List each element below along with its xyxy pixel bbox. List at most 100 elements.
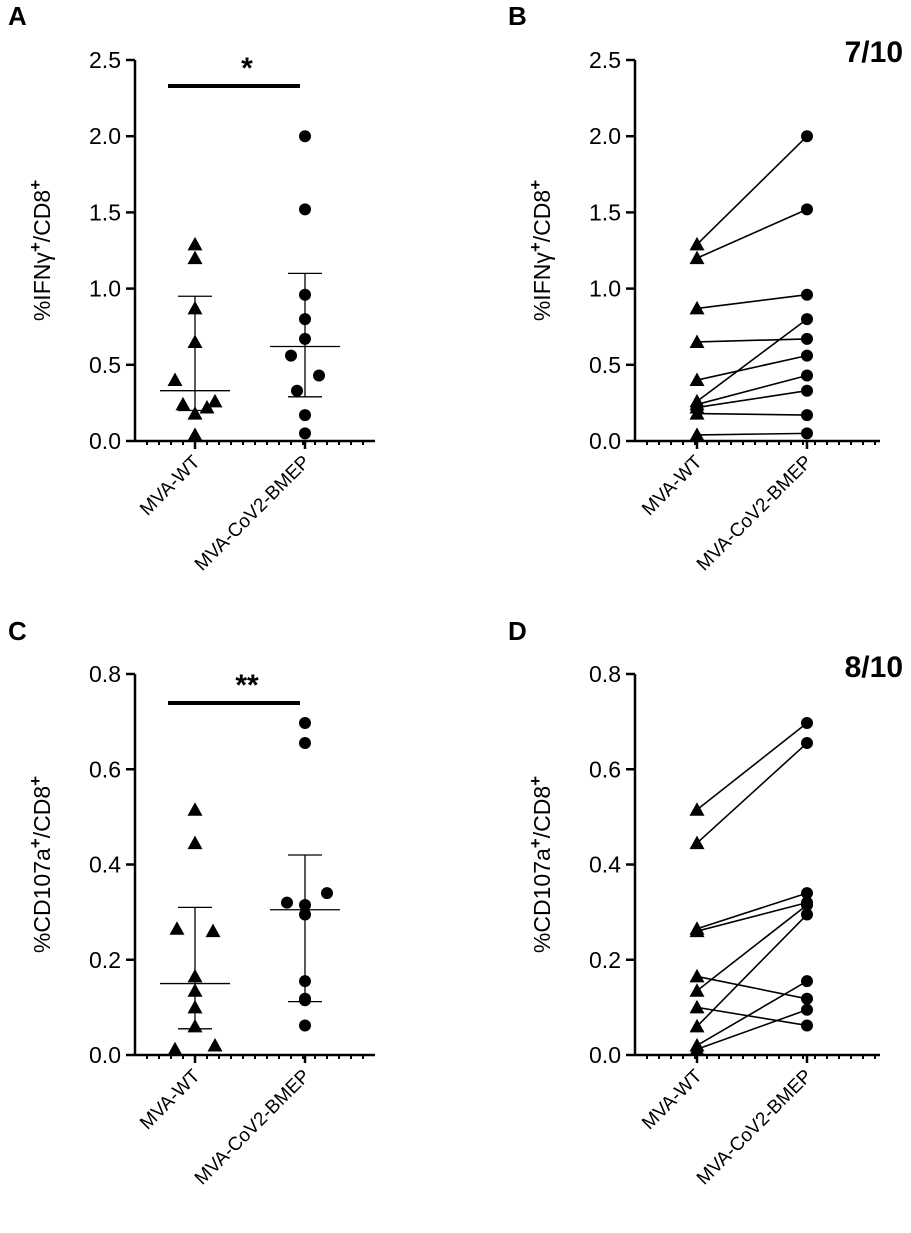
data-point-circle bbox=[291, 385, 303, 397]
data-point-triangle bbox=[188, 427, 203, 441]
significance-label: * bbox=[241, 52, 253, 85]
y-tick-label: 0.8 bbox=[89, 661, 121, 687]
data-point-circle bbox=[801, 409, 813, 421]
pair-line bbox=[697, 414, 807, 416]
panel-label: B bbox=[508, 1, 527, 31]
data-point-circle bbox=[801, 1019, 813, 1031]
responder-fraction: 8/10 bbox=[845, 651, 903, 684]
data-point-triangle bbox=[188, 983, 203, 997]
data-point-circle bbox=[299, 409, 311, 421]
data-point-triangle bbox=[188, 334, 203, 348]
panel-A: A 0.0 0.5 1.0 1.5 2.0 2.5 %IFNγ+/CD8+ MVA-WTMVA-… bbox=[8, 1, 375, 575]
panel-D: D 0.0 0.2 0.4 0.6 0.8 %CD107a+/CD8+ MVA-WTMVA-C… bbox=[508, 616, 903, 1189]
pair-line bbox=[697, 723, 807, 810]
pair-line bbox=[697, 339, 807, 342]
data-point-triangle bbox=[206, 924, 221, 938]
y-tick-label: 1.0 bbox=[589, 276, 621, 302]
y-tick-label: 0.0 bbox=[589, 428, 621, 454]
y-tick-label: 0.5 bbox=[89, 352, 121, 378]
data-point-circle bbox=[801, 333, 813, 345]
responder-fraction: 7/10 bbox=[845, 36, 903, 69]
x-tick-label: MVA-WT bbox=[136, 1065, 205, 1134]
y-axis-label: %IFNγ+/CD8+ bbox=[26, 180, 55, 321]
y-tick-label: 1.5 bbox=[589, 199, 621, 225]
data-point-triangle bbox=[690, 969, 705, 983]
data-point-triangle bbox=[188, 969, 203, 983]
data-point-circle bbox=[299, 203, 311, 215]
data-point-circle bbox=[299, 994, 311, 1006]
data-point-circle bbox=[299, 427, 311, 439]
x-tick-label: MVA-CoV2-BMEP bbox=[191, 1066, 315, 1190]
y-tick-label: 0.6 bbox=[89, 756, 121, 782]
data-point-circle bbox=[299, 333, 311, 345]
pair-line bbox=[697, 209, 807, 258]
x-tick-label: MVA-WT bbox=[136, 451, 205, 520]
pair-line bbox=[697, 743, 807, 843]
y-tick-label: 2.0 bbox=[589, 123, 621, 149]
data-point-circle bbox=[801, 1004, 813, 1016]
y-tick-label: 0.2 bbox=[589, 947, 621, 973]
x-tick-label: MVA-WT bbox=[638, 1065, 707, 1134]
data-point-circle bbox=[801, 350, 813, 362]
data-point-triangle bbox=[188, 251, 203, 265]
data-point-triangle bbox=[690, 802, 705, 816]
data-point-circle bbox=[299, 975, 311, 987]
panel-label: C bbox=[8, 616, 27, 646]
x-tick-label: MVA-CoV2-BMEP bbox=[191, 452, 315, 576]
significance-label: ** bbox=[235, 669, 259, 702]
pair-line bbox=[697, 391, 807, 408]
y-tick-label: 0.0 bbox=[89, 1042, 121, 1068]
pair-line bbox=[697, 136, 807, 244]
data-point-circle bbox=[801, 993, 813, 1005]
y-tick-label: 0.0 bbox=[589, 1042, 621, 1068]
y-axis-label: %CD107a+/CD8+ bbox=[526, 776, 555, 953]
x-tick-label: MVA-CoV2-BMEP bbox=[693, 1066, 817, 1190]
data-point-triangle bbox=[188, 802, 203, 816]
y-tick-label: 2.5 bbox=[589, 47, 621, 73]
y-tick-label: 0.6 bbox=[589, 756, 621, 782]
data-point-circle bbox=[281, 897, 293, 909]
y-tick-label: 0.5 bbox=[589, 352, 621, 378]
y-tick-label: 1.5 bbox=[89, 199, 121, 225]
data-point-triangle bbox=[690, 983, 705, 997]
data-point-circle bbox=[285, 350, 297, 362]
data-point-triangle bbox=[690, 1000, 705, 1014]
data-point-circle bbox=[801, 289, 813, 301]
y-axis-label: %CD107a+/CD8+ bbox=[26, 776, 55, 953]
data-point-triangle bbox=[188, 1019, 203, 1033]
data-point-circle bbox=[299, 130, 311, 142]
data-point-triangle bbox=[208, 1038, 223, 1052]
data-point-circle bbox=[801, 427, 813, 439]
y-tick-label: 1.0 bbox=[89, 276, 121, 302]
panel-C: C 0.0 0.2 0.4 0.6 0.8 %CD107a+/CD8+ MVA-WTMVA-C… bbox=[8, 616, 375, 1189]
pair-line bbox=[697, 319, 807, 401]
y-tick-label: 2.0 bbox=[89, 123, 121, 149]
figure: A0.00.51.01.52.02.5%IFNγ+/CD8+MVA-WTMVA-… bbox=[0, 0, 911, 1233]
panel-label: A bbox=[8, 1, 27, 31]
data-point-triangle bbox=[176, 397, 191, 411]
y-tick-label: 0.2 bbox=[89, 947, 121, 973]
y-tick-label: 0.4 bbox=[89, 852, 121, 878]
data-point-triangle bbox=[690, 251, 705, 265]
pair-line bbox=[697, 433, 807, 435]
y-tick-label: 2.5 bbox=[89, 47, 121, 73]
pair-line bbox=[697, 295, 807, 309]
data-point-circle bbox=[801, 369, 813, 381]
panel-B: B0.00.51.01.52.02.5%IFNγ+/CD8+MVA-WTMVA-… bbox=[508, 1, 903, 575]
y-tick-label: 0.8 bbox=[589, 661, 621, 687]
data-point-circle bbox=[313, 369, 325, 381]
data-point-triangle bbox=[168, 1042, 183, 1056]
data-point-circle bbox=[801, 203, 813, 215]
data-point-circle bbox=[299, 737, 311, 749]
y-tick-label: 0.4 bbox=[589, 852, 621, 878]
data-point-triangle bbox=[188, 1000, 203, 1014]
data-point-circle bbox=[299, 1019, 311, 1031]
pair-line bbox=[697, 893, 807, 929]
data-point-circle bbox=[801, 130, 813, 142]
data-point-circle bbox=[801, 313, 813, 325]
pair-line bbox=[697, 976, 807, 998]
data-point-circle bbox=[801, 909, 813, 921]
data-point-circle bbox=[801, 975, 813, 987]
data-point-triangle bbox=[188, 237, 203, 251]
data-point-circle bbox=[299, 313, 311, 325]
